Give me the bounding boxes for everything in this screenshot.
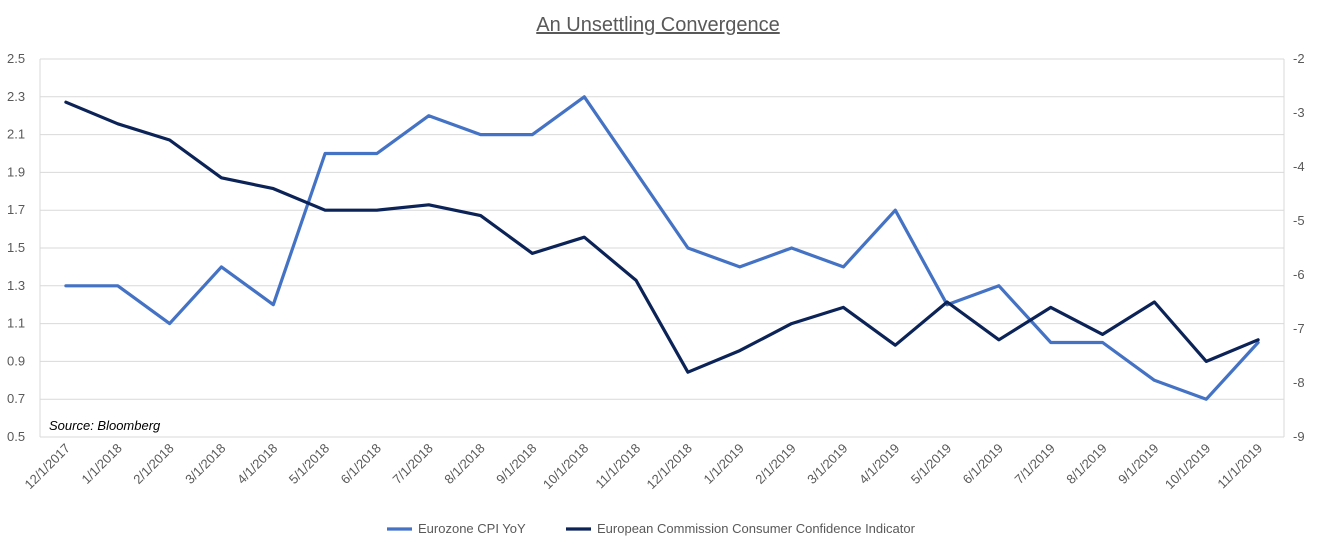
x-tick-label: 2/1/2018 bbox=[130, 441, 176, 487]
x-tick-label: 3/1/2019 bbox=[804, 441, 850, 487]
source-note: Source: Bloomberg bbox=[49, 418, 161, 433]
x-tick-label: 3/1/2018 bbox=[182, 441, 228, 487]
x-tick-label: 8/1/2018 bbox=[441, 441, 487, 487]
x-tick-label: 10/1/2019 bbox=[1162, 441, 1214, 493]
right-tick-label: -3 bbox=[1293, 105, 1305, 120]
left-tick-label: 1.1 bbox=[7, 316, 25, 331]
left-axis-labels: 2.5 2.3 2.1 1.9 1.7 1.5 1.3 1.1 0.9 0.7 0.5 bbox=[7, 51, 25, 444]
x-tick-label: 12/1/2017 bbox=[22, 441, 74, 493]
x-tick-label: 2/1/2019 bbox=[752, 441, 798, 487]
x-tick-label: 6/1/2019 bbox=[960, 441, 1006, 487]
x-tick-label: 5/1/2018 bbox=[286, 441, 332, 487]
left-tick-label: 1.5 bbox=[7, 240, 25, 255]
gridlines bbox=[39, 58, 1285, 438]
left-tick-label: 1.7 bbox=[7, 202, 25, 217]
x-tick-label: 1/1/2018 bbox=[78, 441, 124, 487]
left-tick-label: 0.5 bbox=[7, 429, 25, 444]
x-tick-label: 11/1/2019 bbox=[1214, 441, 1265, 492]
series-line-1 bbox=[64, 95, 1260, 401]
x-tick-label: 10/1/2018 bbox=[540, 441, 592, 493]
right-tick-label: -7 bbox=[1293, 321, 1305, 336]
right-tick-label: -9 bbox=[1293, 429, 1305, 444]
series-line-2 bbox=[64, 100, 1260, 374]
legend-label: Eurozone CPI YoY bbox=[418, 521, 526, 536]
x-tick-label: 7/1/2018 bbox=[389, 441, 435, 487]
series-lines bbox=[64, 95, 1260, 401]
right-axis-labels: -2 -3 -4 -5 -6 -7 -8 -9 bbox=[1293, 51, 1305, 444]
left-tick-label: 1.9 bbox=[7, 164, 25, 179]
x-tick-label: 9/1/2018 bbox=[493, 441, 539, 487]
right-tick-label: -6 bbox=[1293, 267, 1305, 282]
legend: Eurozone CPI YoY European Commission Cons… bbox=[387, 521, 916, 536]
x-axis-labels: 12/1/2017 1/1/2018 2/1/2018 3/1/2018 4/1/201… bbox=[22, 441, 1266, 493]
x-tick-label: 11/1/2018 bbox=[592, 441, 643, 492]
left-tick-label: 1.3 bbox=[7, 278, 25, 293]
x-tick-label: 9/1/2019 bbox=[1115, 441, 1161, 487]
left-tick-label: 2.5 bbox=[7, 51, 25, 66]
x-tick-label: 12/1/2018 bbox=[644, 441, 696, 493]
right-tick-label: -5 bbox=[1293, 213, 1305, 228]
x-tick-label: 6/1/2018 bbox=[338, 441, 384, 487]
right-tick-label: -4 bbox=[1293, 159, 1305, 174]
left-tick-label: 2.3 bbox=[7, 89, 25, 104]
left-tick-label: 0.7 bbox=[7, 391, 25, 406]
x-tick-label: 4/1/2018 bbox=[234, 441, 280, 487]
x-tick-label: 5/1/2019 bbox=[908, 441, 954, 487]
left-tick-label: 0.9 bbox=[7, 353, 25, 368]
x-tick-label: 7/1/2019 bbox=[1011, 441, 1057, 487]
left-tick-label: 2.1 bbox=[7, 127, 25, 142]
x-tick-label: 1/1/2019 bbox=[700, 441, 746, 487]
x-tick-label: 4/1/2019 bbox=[856, 441, 902, 487]
x-tick-label: 8/1/2019 bbox=[1063, 441, 1109, 487]
legend-label: European Commission Consumer Confidence … bbox=[597, 521, 916, 536]
chart-title: An Unsettling Convergence bbox=[536, 14, 779, 36]
right-tick-label: -2 bbox=[1293, 51, 1305, 66]
right-tick-label: -8 bbox=[1293, 375, 1305, 390]
